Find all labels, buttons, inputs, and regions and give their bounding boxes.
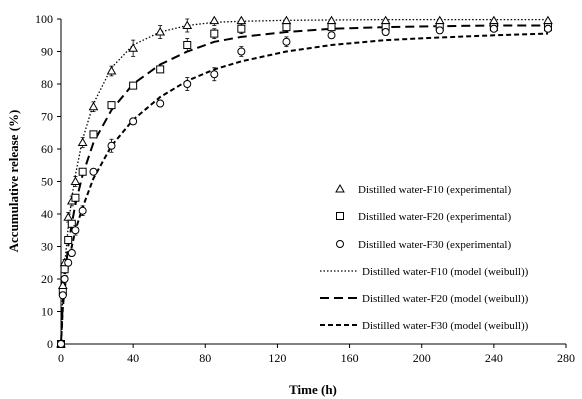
y-tick-label: 80: [41, 77, 53, 91]
circle-marker: [107, 141, 116, 150]
y-tick-label: 70: [41, 110, 53, 124]
square-marker: [71, 193, 80, 202]
circle-marker: [78, 206, 87, 215]
triangle-marker: [155, 26, 166, 36]
y-axis-ticks: 0 10 20 30 40 50 60 70 80 90 100: [35, 12, 61, 351]
x-tick-label: 40: [127, 351, 139, 365]
square-marker: [327, 23, 336, 32]
triangle-marker: [209, 15, 220, 25]
y-tick-label: 10: [41, 305, 53, 319]
legend-label: Distilled water-F30 (model (weibull)): [362, 320, 529, 332]
legend-entry-4: Distilled water-F20 (model (weibull)): [320, 293, 529, 305]
x-tick-label: 160: [341, 351, 359, 365]
y-tick-label: 50: [41, 175, 53, 189]
square-marker: [156, 65, 165, 74]
square-marker: [64, 236, 73, 244]
circle-marker: [435, 26, 444, 35]
model-curve-3: [60, 18, 548, 345]
legend-label: Distilled water-F20 (model (weibull)): [362, 293, 529, 305]
circle-marker: [183, 80, 192, 88]
circle-marker: [237, 47, 246, 56]
square-marker: [282, 23, 291, 32]
triangle-marker: [128, 43, 139, 52]
triangle-marker: [63, 212, 74, 221]
circle-marker: [381, 28, 390, 36]
legend-triangle-marker: [335, 183, 345, 193]
y-tick-label: 30: [41, 240, 53, 254]
x-tick-label: 240: [485, 351, 503, 365]
circle-marker: [57, 340, 65, 348]
legend-square-marker: [336, 212, 344, 220]
x-axis-ticks: 0 40 80 120 160 200 240 280: [58, 344, 575, 365]
square-marker: [210, 29, 219, 38]
circle-marker: [156, 99, 165, 108]
circle-marker: [282, 37, 291, 46]
circle-marker: [64, 258, 73, 267]
circle-marker: [543, 24, 552, 33]
x-tick-label: 200: [413, 351, 431, 365]
legend-circle-marker: [336, 240, 344, 248]
y-tick-label: 40: [41, 207, 53, 221]
triangle-marker: [543, 15, 553, 25]
circle-marker: [67, 249, 76, 257]
square-marker: [107, 101, 116, 110]
x-tick-label: 0: [58, 351, 64, 365]
square-marker: [67, 219, 76, 228]
triangle-marker: [182, 20, 193, 29]
legend-label: Distilled water-F20 (experimental): [358, 211, 511, 223]
legend-entry-0: Distilled water-F10 (experimental): [335, 183, 511, 196]
legend-entry-3: Distilled water-F10 (model (weibull)): [320, 266, 529, 278]
circle-marker: [71, 226, 80, 235]
triangle-marker: [236, 15, 247, 25]
y-tick-label: 0: [47, 337, 53, 351]
y-tick-label: 20: [41, 272, 53, 286]
circle-marker: [89, 167, 98, 176]
legend-label: Distilled water-F30 (experimental): [358, 239, 511, 251]
square-marker: [60, 265, 69, 274]
square-marker: [237, 24, 246, 33]
legend-label: Distilled water-F10 (model (weibull)): [362, 266, 529, 278]
square-marker: [78, 167, 87, 176]
experimental-series-2: [57, 24, 552, 348]
square-marker: [89, 130, 98, 139]
square-marker: [129, 81, 138, 90]
x-tick-label: 120: [268, 351, 286, 365]
triangle-marker: [106, 65, 117, 75]
circle-marker: [60, 275, 69, 283]
square-marker: [183, 41, 192, 49]
y-tick-label: 90: [41, 45, 53, 59]
triangle-marker: [70, 176, 81, 185]
x-tick-label: 80: [199, 351, 211, 365]
circle-marker: [210, 70, 219, 79]
triangle-marker: [88, 101, 99, 111]
triangle-marker: [77, 137, 88, 146]
y-tick-label: 60: [41, 142, 53, 156]
circle-marker: [327, 31, 336, 40]
triangle-marker: [434, 15, 445, 25]
circle-marker: [58, 291, 67, 300]
y-tick-label: 100: [35, 12, 53, 26]
legend-entry-1: Distilled water-F20 (experimental): [336, 211, 511, 223]
legend: Distilled water-F10 (experimental) Distil…: [320, 183, 529, 332]
circle-marker: [489, 24, 498, 33]
x-axis-title: Time (h): [289, 382, 337, 397]
y-axis-title: Accumulative release (%): [6, 110, 21, 253]
legend-label: Distilled water-F10 (experimental): [358, 184, 511, 196]
experimental-points: [56, 15, 553, 348]
legend-entry-5: Distilled water-F30 (model (weibull)): [320, 320, 529, 332]
x-tick-label: 280: [557, 351, 575, 365]
legend-entry-2: Distilled water-F30 (experimental): [336, 239, 511, 251]
circle-marker: [129, 117, 138, 126]
